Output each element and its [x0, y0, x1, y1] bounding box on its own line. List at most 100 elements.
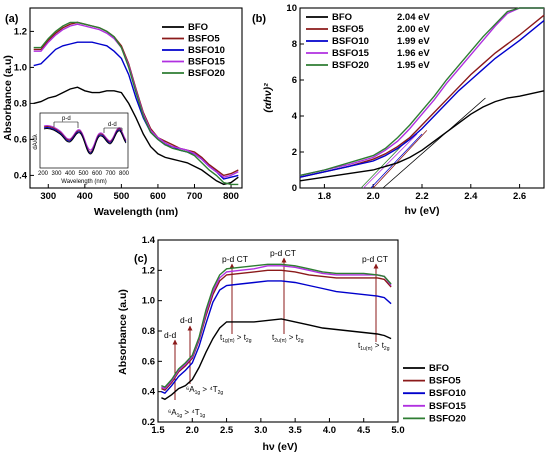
x-tick-label: 2.5 — [220, 425, 234, 436]
inset-curve-black — [43, 128, 127, 155]
series-line-bsfo5 — [299, 14, 545, 178]
series-line-bsfo15 — [299, 7, 544, 177]
y-tick-label: 1.4 — [142, 235, 156, 246]
panel-b-legend: BFO 2.04 eV BSFO5 2.00 eV BSFO10 1.99 eV BSFO1… — [306, 12, 430, 71]
legend-label: BFO — [188, 22, 208, 33]
series-line-bsfo15 — [161, 265, 392, 390]
x-tick-label: 2.0 — [367, 191, 380, 202]
panel-a-inset: p-d d-d 200 300 400 500 600 700 800 Wavelength… — [33, 112, 130, 185]
x-tick-label: 3.5 — [289, 425, 303, 436]
series-line-bsfo20 — [161, 263, 392, 388]
x-tick-label: 2.0 — [186, 425, 199, 436]
panel-b-xlabel: hν (eV) — [404, 205, 439, 217]
annotation-pdct-1: p-d CT — [222, 254, 248, 264]
y-tick-label: 10 — [286, 3, 297, 14]
x-tick-label: 800 — [223, 191, 239, 202]
x-tick-label: 400 — [77, 191, 93, 202]
inset-annotation-dd: d-d — [108, 122, 117, 128]
inset-curve-purple — [43, 124, 127, 151]
legend-label: BSFO10 — [332, 36, 369, 47]
panel-b-series — [299, 7, 545, 182]
series-line-bsfo20 — [33, 21, 239, 186]
inset-ticks: 200 300 400 500 600 700 800 — [38, 171, 130, 177]
series-line-bfo — [299, 90, 545, 182]
y-tick-label: 2 — [292, 147, 297, 158]
series-line-bfo — [33, 86, 239, 186]
x-tick-label: 2.4 — [464, 191, 478, 202]
panel-a-ylabel: Absorbance (a.u) — [2, 55, 14, 141]
y-tick-label: 0.8 — [142, 326, 155, 337]
legend-label: BSFO20 — [332, 60, 369, 71]
x-tick-label: 700 — [187, 191, 203, 202]
inset-xlabel: Wavelength (nm) — [61, 179, 106, 185]
legend-band-gap: 1.99 eV — [397, 36, 430, 47]
y-tick-label: 0 — [292, 183, 297, 194]
legend-label: BSFO5 — [429, 376, 461, 387]
legend-label: BSFO5 — [332, 24, 364, 35]
tangent-line — [372, 130, 428, 189]
panel-c-series — [161, 263, 392, 401]
transition-t2u-pi-t2g: t2u(π) > t2g — [272, 333, 304, 344]
inset-curve-red — [43, 126, 127, 153]
annotation-pdct-2: p-d CT — [270, 248, 296, 258]
series-line-bsfo5 — [161, 269, 392, 391]
x-tick-label: 300 — [40, 191, 56, 202]
transition-t1u-pi-t2g: t1u(π) > t2g — [358, 341, 390, 352]
x-tick-label: 1.5 — [151, 425, 165, 436]
legend-label: BSFO15 — [188, 57, 226, 68]
panel-c-ylabel: Absorbance (a.u) — [117, 289, 129, 375]
panel-b-tangent-lines — [360, 97, 486, 189]
x-tick-label: 3.0 — [254, 425, 267, 436]
x-tick-label: 500 — [113, 191, 129, 202]
series-line-bsfo10 — [299, 20, 545, 178]
inset-x-tick-label: 400 — [65, 171, 76, 177]
x-tick-label: 4.5 — [357, 425, 371, 436]
transition-a1g-t2g: ⁶A1g > ⁴T2g — [186, 385, 223, 396]
panel-a-series — [33, 21, 239, 186]
x-tick-label: 4.0 — [323, 425, 336, 436]
legend-band-gap: 2.00 eV — [397, 24, 430, 35]
y-tick-label: 4 — [292, 111, 298, 122]
y-tick-label: 1.2 — [14, 26, 27, 37]
tangent-line — [360, 131, 415, 189]
tangent-line — [382, 97, 486, 189]
x-tick-label: 1.8 — [318, 191, 331, 202]
tangent-line — [363, 133, 418, 189]
y-tick-label: 0.6 — [142, 356, 155, 367]
panel-c-label: (c) — [134, 253, 148, 265]
series-line-bfo — [161, 318, 392, 401]
x-tick-label: 600 — [150, 191, 166, 202]
legend-label: BFO — [429, 363, 449, 374]
panel-b-ticks: 1.8 2.0 2.2 2.4 2.6 0 2 4 6 8 10 — [286, 3, 526, 202]
tangent-line — [370, 133, 423, 189]
y-tick-label: 0.4 — [14, 170, 28, 181]
legend-label: BSFO20 — [188, 68, 225, 79]
inset-x-tick-label: 200 — [38, 171, 49, 177]
y-tick-label: 8 — [292, 39, 297, 50]
inset-x-tick-label: 600 — [92, 171, 103, 177]
panel-b: 1.8 2.0 2.2 2.4 2.6 0 2 4 6 8 10 (b) hν (eV) (αhν)… — [252, 3, 545, 217]
panel-b-ylabel: (αhν)² — [262, 83, 274, 113]
y-tick-label: 0.2 — [142, 417, 155, 428]
panel-c-ticks: 1.5 2.0 2.5 3.0 3.5 4.0 4.5 5.0 0.2 0.4 0.6 0.8 1.0 1… — [142, 235, 405, 436]
x-tick-label: 2.2 — [415, 191, 428, 202]
legend-label: BSFO15 — [332, 48, 370, 59]
panel-c-xlabel: hν (eV) — [262, 441, 297, 453]
x-tick-label: 5.0 — [391, 425, 404, 436]
series-line-bsfo10 — [161, 280, 392, 395]
transition-labels: ⁶A1g > ⁴T1g ⁶A1g > ⁴T2g t1g(π) > t2g t2u… — [168, 333, 390, 419]
y-tick-label: 0.4 — [142, 387, 156, 398]
panel-b-label: (b) — [252, 13, 266, 25]
legend-label: BSFO15 — [429, 401, 467, 412]
inset-x-tick-label: 800 — [119, 171, 130, 177]
panel-c-arrows — [172, 257, 379, 400]
panel-a-xlabel: Wavelength (nm) — [94, 206, 178, 218]
panel-c: 1.5 2.0 2.5 3.0 3.5 4.0 4.5 5.0 0.2 0.4 0.6 0.8 1.0 1… — [117, 235, 467, 453]
y-tick-label: 0.6 — [14, 134, 27, 145]
y-tick-label: 1.2 — [142, 265, 155, 276]
